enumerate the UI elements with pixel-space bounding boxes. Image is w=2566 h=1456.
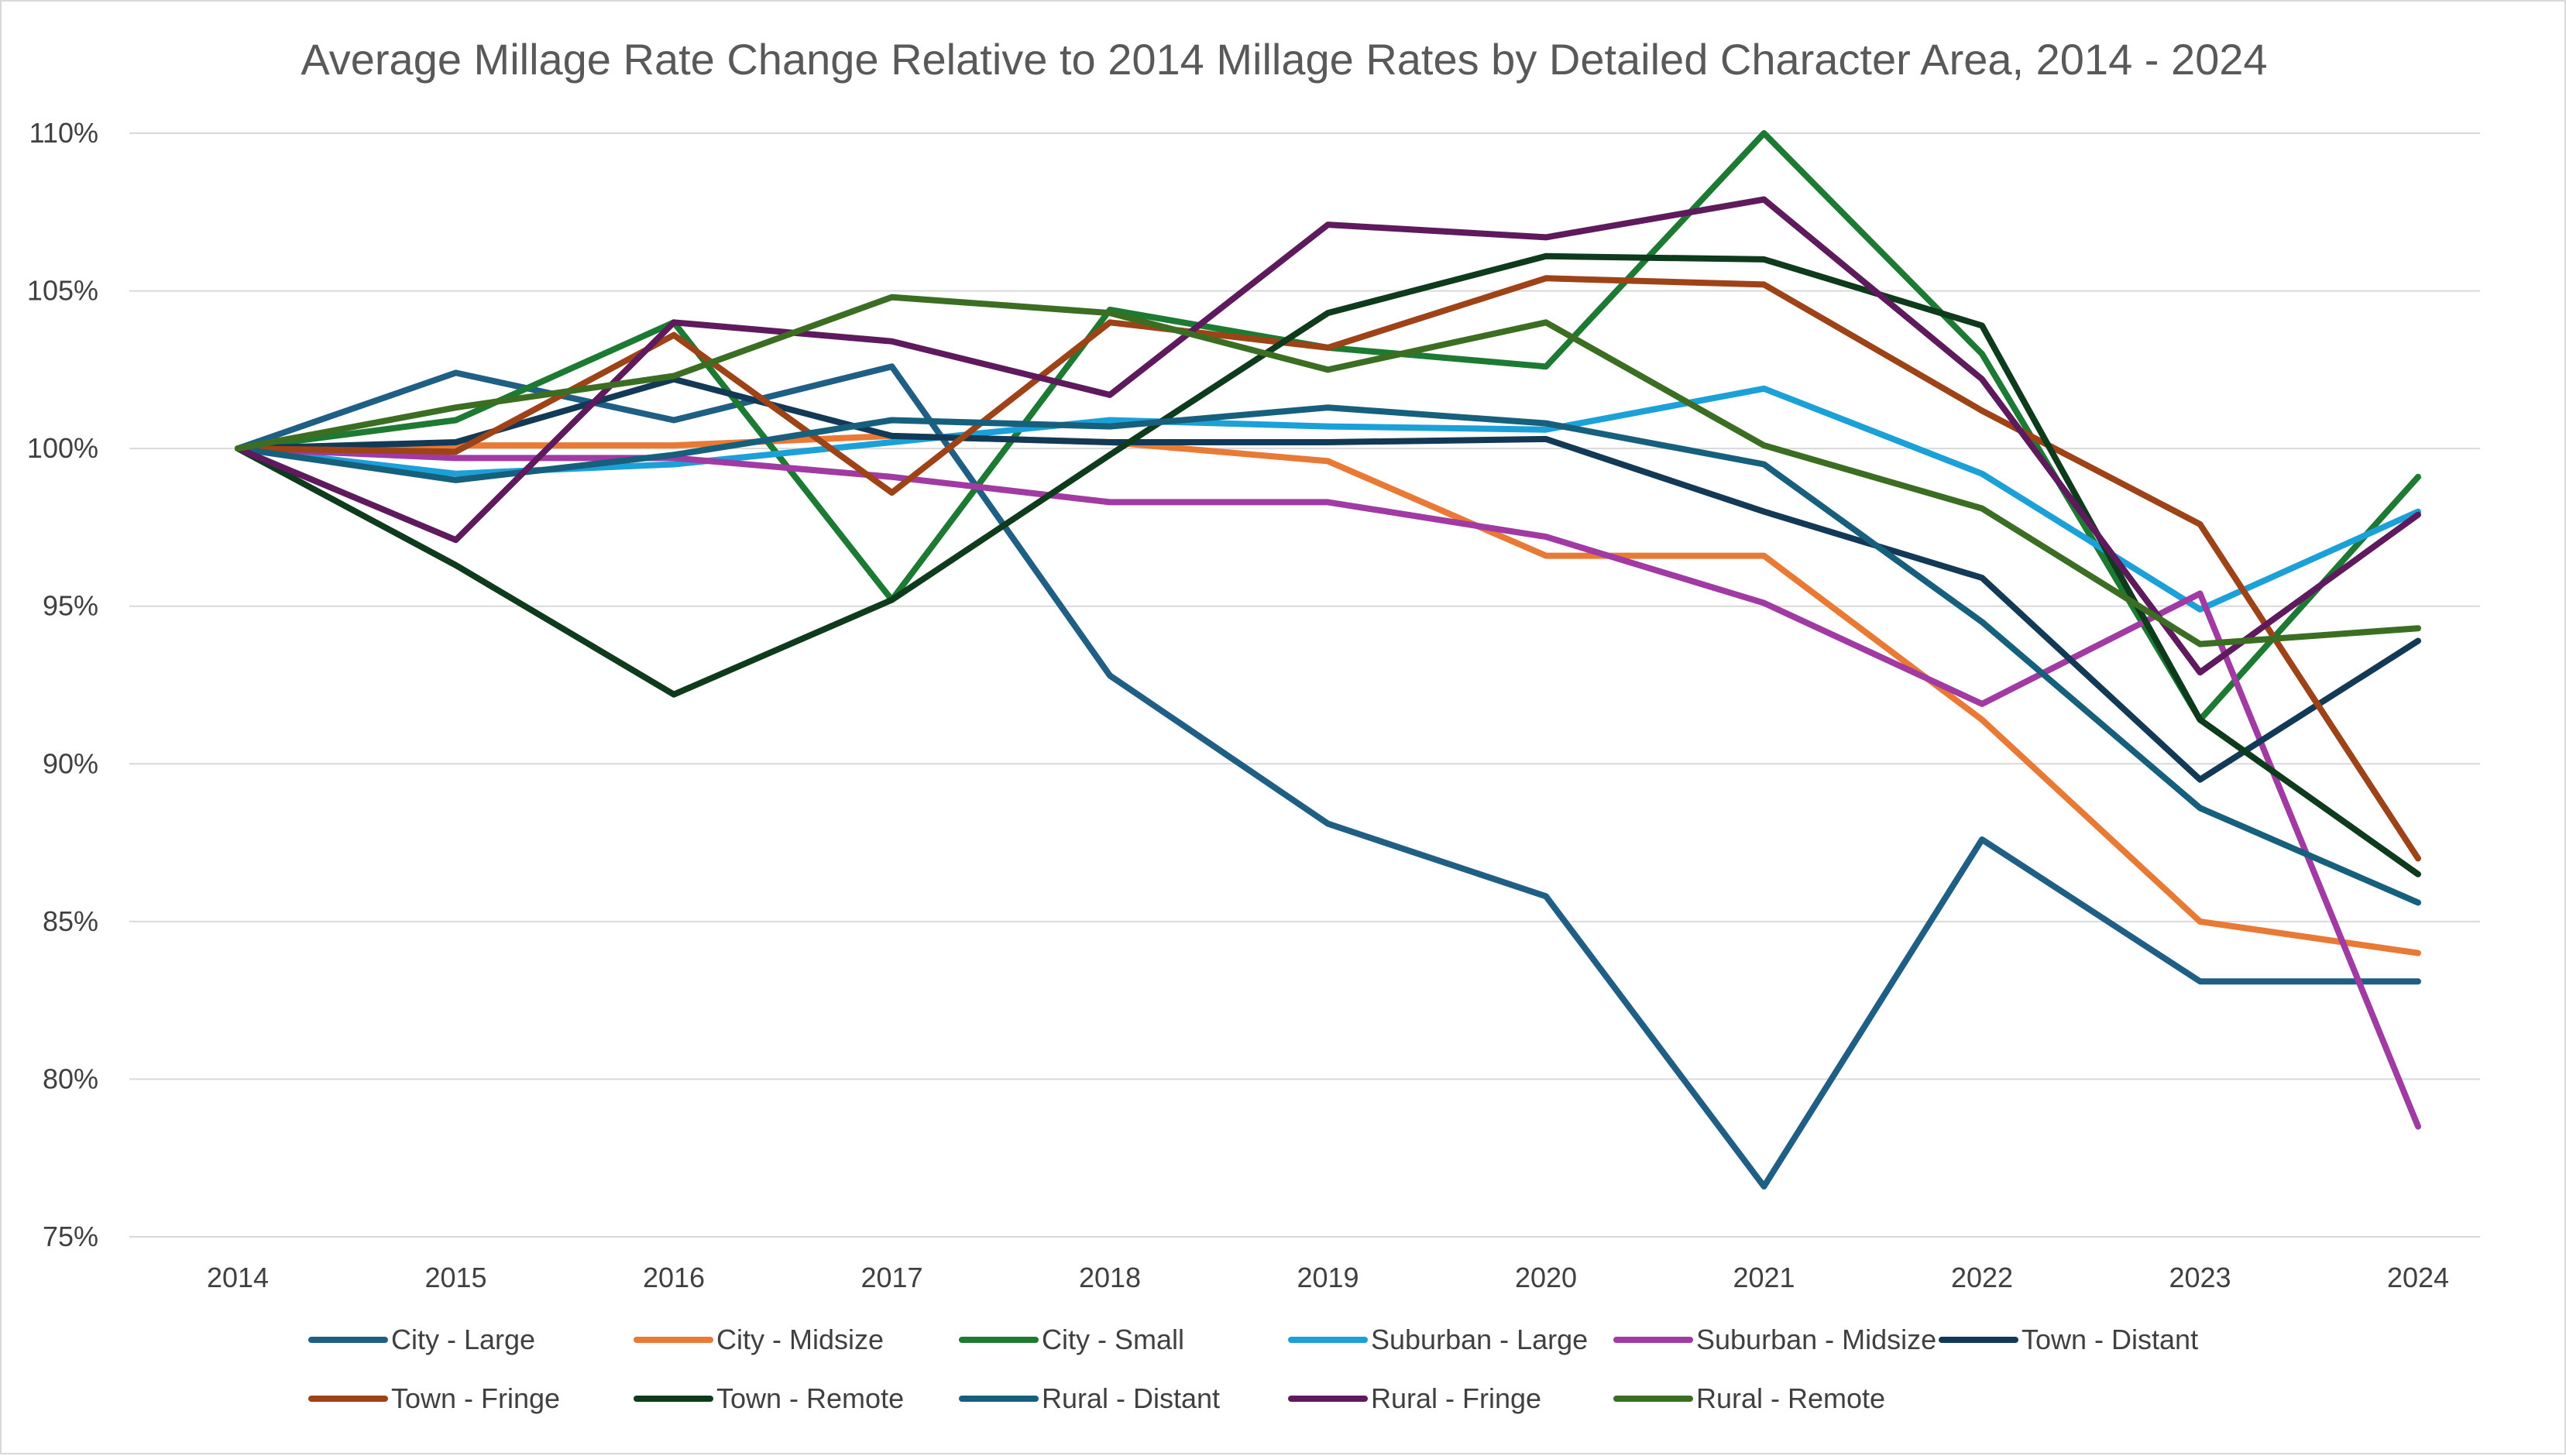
y-tick-label: 80% xyxy=(43,1063,98,1094)
legend-item-city-midsize[interactable]: City - Midsize xyxy=(634,1324,884,1355)
legend-item-town-fringe[interactable]: Town - Fringe xyxy=(308,1382,560,1414)
x-tick-label: 2022 xyxy=(1951,1262,2013,1293)
legend: City - Large City - Midsize City - Small Su… xyxy=(308,1324,2198,1414)
series-line-city-midsize xyxy=(235,432,2421,956)
series-line-rural-distant xyxy=(235,404,2421,906)
x-tick-label: 2016 xyxy=(643,1262,705,1293)
legend-label: Suburban - Large xyxy=(1371,1324,1588,1355)
legend-item-rural-distant[interactable]: Rural - Distant xyxy=(959,1382,1220,1414)
x-tick-label: 2015 xyxy=(424,1262,486,1293)
series-line-town-remote xyxy=(235,252,2421,877)
series-line-town-fringe xyxy=(235,275,2421,862)
series-line-rural-fringe xyxy=(235,196,2421,676)
legend-label: City - Large xyxy=(391,1324,535,1355)
y-tick-label: 90% xyxy=(43,747,98,779)
y-tick-label: 85% xyxy=(43,905,98,937)
y-tick-label: 110% xyxy=(29,117,98,149)
legend-label: City - Midsize xyxy=(716,1324,884,1355)
y-tick-label: 75% xyxy=(43,1221,98,1252)
series-line-suburban-large xyxy=(235,385,2421,613)
legend-item-town-remote[interactable]: Town - Remote xyxy=(634,1382,904,1414)
legend-label: Rural - Distant xyxy=(1042,1382,1220,1414)
x-tick-label: 2021 xyxy=(1733,1262,1795,1293)
x-tick-label: 2023 xyxy=(2169,1262,2231,1293)
x-tick-label: 2019 xyxy=(1297,1262,1359,1293)
legend-item-town-distant[interactable]: Town - Distant xyxy=(1939,1324,2198,1355)
legend-item-city-small[interactable]: City - Small xyxy=(959,1324,1184,1355)
legend-label: Town - Fringe xyxy=(391,1382,560,1414)
x-tick-label: 2017 xyxy=(860,1262,922,1293)
x-tick-label: 2018 xyxy=(1079,1262,1141,1293)
legend-label: City - Small xyxy=(1042,1324,1184,1355)
series-lines xyxy=(235,130,2421,1190)
legend-label: Town - Distant xyxy=(2022,1324,2198,1355)
gridlines xyxy=(129,132,2480,1238)
legend-label: Rural - Remote xyxy=(1696,1382,1885,1414)
y-tick-label: 105% xyxy=(27,275,98,307)
y-axis: 75% 80% 85% 90% 95% 100% 105% 110% xyxy=(27,117,98,1252)
series-line-town-distant xyxy=(235,376,2421,783)
x-tick-label: 2024 xyxy=(2387,1262,2449,1293)
x-tick-label: 2020 xyxy=(1515,1262,1577,1293)
legend-item-suburban-midsize[interactable]: Suburban - Midsize xyxy=(1613,1324,1936,1355)
legend-item-suburban-large[interactable]: Suburban - Large xyxy=(1288,1324,1588,1355)
legend-item-city-large[interactable]: City - Large xyxy=(308,1324,535,1355)
legend-item-rural-remote[interactable]: Rural - Remote xyxy=(1613,1382,1885,1414)
x-tick-label: 2014 xyxy=(207,1262,269,1293)
y-tick-label: 100% xyxy=(27,432,98,464)
y-tick-label: 95% xyxy=(43,590,98,622)
series-line-suburban-midsize xyxy=(235,445,2421,1130)
x-axis: 2014 2015 2016 2017 2018 2019 2020 2021 2022 2023… xyxy=(207,1262,2449,1293)
legend-label: Town - Remote xyxy=(716,1382,904,1414)
legend-label: Suburban - Midsize xyxy=(1696,1324,1936,1355)
series-line-rural-remote xyxy=(235,294,2421,647)
chart-title: Average Millage Rate Change Relative to … xyxy=(301,35,2267,84)
legend-label: Rural - Fringe xyxy=(1371,1382,1541,1414)
series-line-city-large xyxy=(235,363,2421,1190)
legend-item-rural-fringe[interactable]: Rural - Fringe xyxy=(1288,1382,1541,1414)
